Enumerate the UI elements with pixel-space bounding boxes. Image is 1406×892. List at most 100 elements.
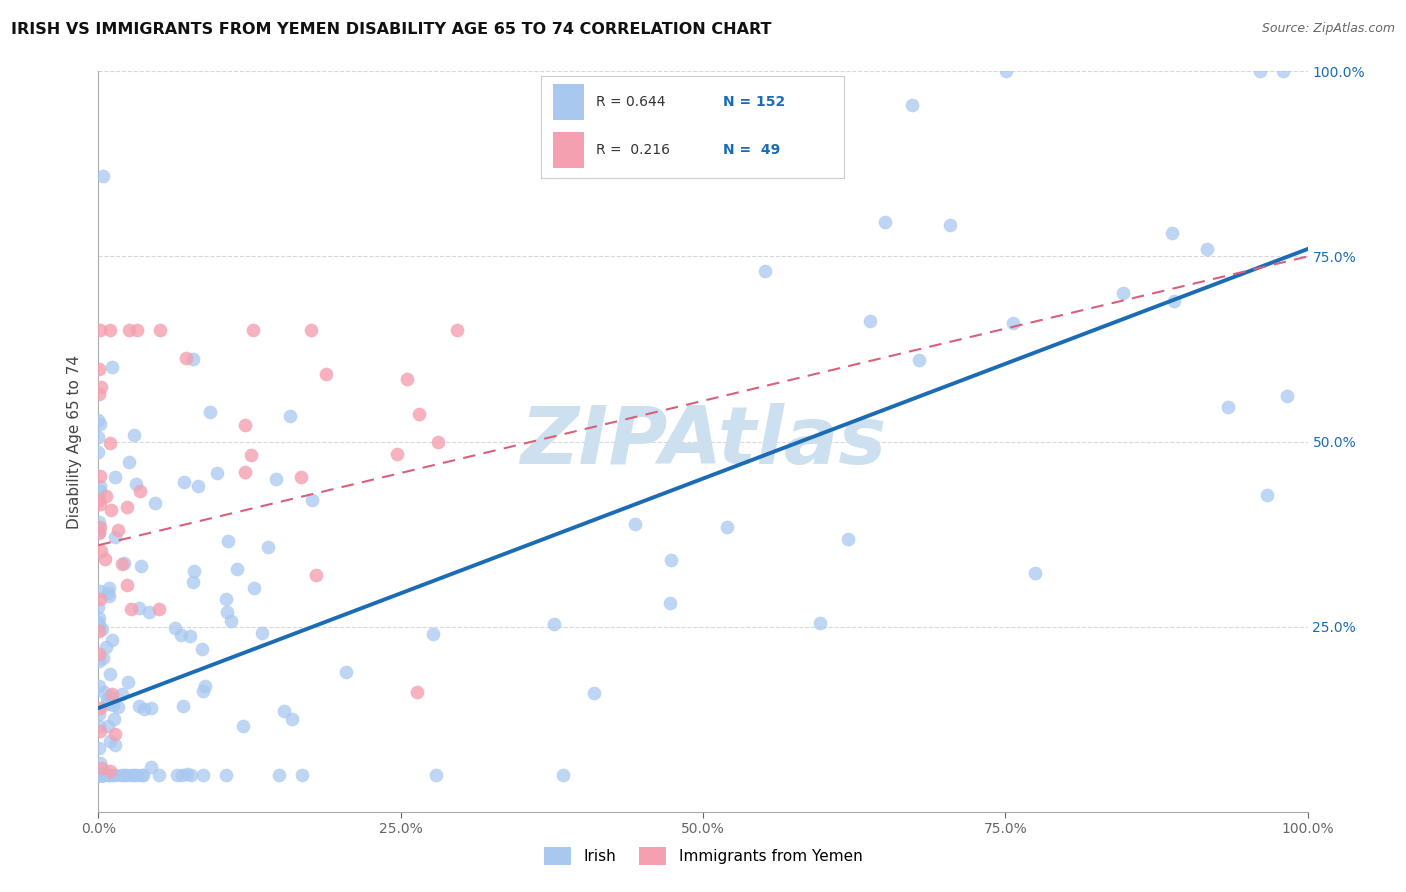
Point <box>281 712 304 726</box>
Point <box>995 64 1018 78</box>
Point <box>90 544 112 558</box>
Point <box>131 767 153 781</box>
Point <box>658 596 681 610</box>
Point <box>1275 388 1298 402</box>
Point <box>939 218 962 232</box>
Point <box>273 704 295 718</box>
Point <box>111 557 134 571</box>
Point <box>232 718 254 732</box>
Point <box>91 767 114 781</box>
Point <box>87 600 110 615</box>
Point <box>290 469 312 483</box>
Text: R = 0.644: R = 0.644 <box>596 95 665 109</box>
Point <box>754 263 776 277</box>
Point <box>89 520 111 534</box>
Point <box>91 761 114 775</box>
Point <box>98 764 121 779</box>
Point <box>98 767 121 781</box>
Point <box>89 610 111 624</box>
Point <box>125 476 148 491</box>
Point <box>91 767 114 781</box>
Point <box>172 699 194 714</box>
Point <box>624 517 647 532</box>
Point <box>148 601 170 615</box>
Point <box>87 624 110 638</box>
Point <box>132 702 155 716</box>
Point <box>446 324 468 338</box>
Point <box>89 767 111 781</box>
Point <box>90 767 112 781</box>
Point <box>100 360 122 375</box>
Y-axis label: Disability Age 65 to 74: Disability Age 65 to 74 <box>67 354 83 529</box>
Point <box>115 767 138 781</box>
Point <box>217 533 239 548</box>
Point <box>89 591 111 606</box>
Point <box>87 654 110 668</box>
Point <box>139 760 162 774</box>
Point <box>908 353 931 368</box>
Point <box>233 465 256 479</box>
Point <box>87 516 110 530</box>
Point <box>132 767 155 781</box>
Point <box>118 324 141 338</box>
Point <box>299 324 322 338</box>
Point <box>98 734 121 748</box>
Point <box>183 351 205 366</box>
Point <box>98 581 121 595</box>
Point <box>103 767 125 781</box>
Point <box>233 417 256 432</box>
Point <box>94 640 117 655</box>
Point <box>87 767 110 781</box>
Point <box>219 614 242 628</box>
Point <box>89 723 111 738</box>
Point <box>425 767 447 781</box>
Point <box>661 553 683 567</box>
Point <box>170 628 193 642</box>
Text: IRISH VS IMMIGRANTS FROM YEMEN DISABILITY AGE 65 TO 74 CORRELATION CHART: IRISH VS IMMIGRANTS FROM YEMEN DISABILIT… <box>11 22 772 37</box>
Point <box>91 767 114 781</box>
Point <box>385 447 408 461</box>
Point <box>91 169 114 183</box>
Point <box>122 427 145 442</box>
Point <box>551 767 574 781</box>
Point <box>873 215 896 229</box>
Point <box>165 621 187 635</box>
Point <box>115 500 138 515</box>
Point <box>166 767 188 781</box>
Point <box>91 767 114 781</box>
Point <box>1249 64 1271 78</box>
Point <box>89 756 111 770</box>
Point <box>180 767 202 781</box>
Point <box>1112 285 1135 300</box>
Point <box>89 417 111 431</box>
Point <box>1256 488 1278 502</box>
Point <box>808 615 831 630</box>
Point <box>128 601 150 615</box>
Point <box>252 626 274 640</box>
Text: ZIPAtlas: ZIPAtlas <box>520 402 886 481</box>
Point <box>173 475 195 490</box>
Point <box>125 324 148 338</box>
Point <box>267 767 290 781</box>
Point <box>93 685 115 699</box>
Point <box>87 648 110 662</box>
Point <box>87 430 110 444</box>
Point <box>96 692 118 706</box>
Point <box>89 324 111 338</box>
Point <box>93 552 115 566</box>
Point <box>89 767 111 781</box>
Point <box>87 706 110 721</box>
Point <box>107 700 129 714</box>
Point <box>242 581 264 595</box>
Point <box>582 686 605 700</box>
Point <box>191 642 214 657</box>
Point <box>101 687 124 701</box>
Text: R =  0.216: R = 0.216 <box>596 144 669 157</box>
Point <box>1197 242 1219 256</box>
Point <box>1163 294 1185 309</box>
Point <box>87 386 110 401</box>
Point <box>716 520 738 534</box>
Point <box>87 615 110 630</box>
Point <box>837 533 859 547</box>
Point <box>89 617 111 632</box>
